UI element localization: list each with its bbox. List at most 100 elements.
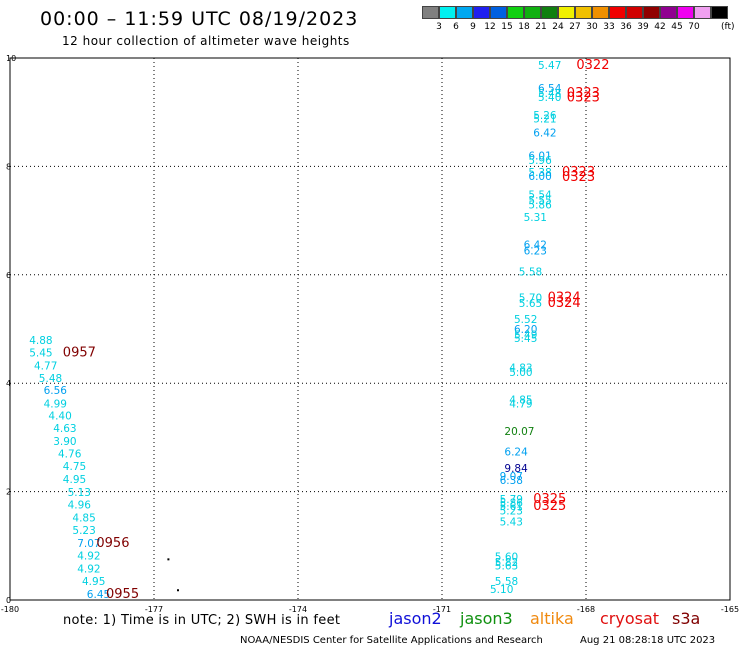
swh-value-label: 3.90	[53, 436, 76, 448]
scale-swatch	[422, 6, 439, 19]
swh-value-label: 5.61	[500, 501, 523, 513]
scale-label: 15	[501, 22, 513, 32]
time-label: 0956	[96, 536, 129, 551]
swh-value-label: 5.10	[490, 584, 513, 596]
swh-value-label: 5.70	[519, 293, 542, 305]
chart-title: 00:00 – 11:59 UTC 08/19/2023	[40, 8, 359, 30]
scale-swatch	[558, 6, 575, 19]
swh-value-label: 4.85	[72, 513, 95, 525]
scale-label: 18	[518, 22, 530, 32]
swh-value-label: 6.01	[528, 151, 551, 163]
scale-swatch	[524, 6, 541, 19]
time-label: 0323	[567, 91, 600, 106]
x-tick-label: -174	[289, 605, 307, 614]
scale-label: 3	[436, 22, 442, 32]
swh-value-label: 5.48	[39, 373, 62, 385]
swh-value-label: 5.45	[514, 333, 537, 345]
scale-label: 6	[453, 22, 459, 32]
swh-value-label: 6.38	[500, 475, 523, 487]
swh-value-label: 5.60	[495, 552, 518, 564]
swh-value-label: 5.63	[495, 560, 518, 572]
swh-value-label: 5.65	[519, 298, 542, 310]
scale-swatch	[507, 6, 524, 19]
swh-value-label: 5.79	[500, 494, 523, 506]
swh-value-label: 5.96	[528, 155, 552, 167]
swh-value-label: 5.00	[509, 367, 532, 379]
swh-value-label: 5.45	[29, 347, 52, 359]
scale-swatch	[660, 6, 677, 19]
swh-value-label: 4.85	[509, 394, 532, 406]
swh-value-label: 5.13	[68, 487, 91, 499]
scale-label: 39	[637, 22, 649, 32]
scale-swatch	[711, 6, 728, 19]
scale-swatch	[490, 6, 507, 19]
x-tick-label: -171	[433, 605, 451, 614]
y-tick-label: 10	[6, 54, 16, 63]
plot-frame	[9, 57, 731, 601]
satellite-jason3: jason3	[460, 609, 513, 628]
scale-label: 30	[586, 22, 598, 32]
time-label: 0323	[562, 170, 595, 185]
swh-value-label: 4.96	[68, 500, 92, 512]
swh-value-label: 4.63	[53, 423, 76, 435]
footnote: note: 1) Time is in UTC; 2) SWH is in fe…	[63, 613, 341, 628]
scale-unit: (ft)	[721, 22, 735, 32]
swh-value-label: 5.48	[538, 88, 561, 100]
swh-value-label: 5.21	[533, 114, 556, 126]
scale-swatch	[626, 6, 643, 19]
swh-value-label: 5.49	[514, 329, 537, 341]
swh-value-label: 5.52	[514, 314, 537, 326]
swh-value-label: 4.92	[77, 551, 100, 563]
swh-value-label: 4.99	[44, 398, 67, 410]
swh-value-label: 20.07	[504, 426, 534, 438]
scale-swatch	[677, 6, 694, 19]
track-dot	[177, 589, 179, 592]
swh-value-label: 5.23	[500, 506, 523, 518]
scale-swatch	[609, 6, 626, 19]
x-tick-label: -168	[577, 605, 595, 614]
swh-value-label: 4.79	[509, 398, 532, 410]
swh-value-label: 9.07	[500, 471, 523, 483]
swh-value-label: 6.42	[533, 127, 556, 139]
time-label: 0955	[106, 587, 139, 602]
y-tick-label: 6	[6, 271, 11, 280]
swh-value-label: 5.31	[524, 212, 547, 224]
credit-line: NOAA/NESDIS Center for Satellite Applica…	[240, 635, 543, 646]
swh-value-label: 4.75	[63, 461, 86, 473]
swh-value-label: 6.56	[44, 385, 68, 397]
swh-value-label: 7.07	[77, 538, 100, 550]
satellite-jason2: jason2	[389, 609, 442, 628]
swh-value-label: 5.58	[519, 267, 542, 279]
scale-swatch	[575, 6, 592, 19]
scale-swatch	[694, 6, 711, 19]
swh-value-label: 6.23	[524, 245, 547, 257]
time-label: 0325	[533, 499, 566, 514]
swh-value-label: 5.54	[528, 190, 552, 202]
y-tick-label: 2	[6, 488, 11, 497]
y-tick-label: 8	[6, 162, 11, 171]
swh-value-label: 5.43	[500, 516, 523, 528]
scale-label: 24	[552, 22, 564, 32]
swh-value-label: 4.83	[509, 362, 532, 374]
swh-value-label: 4.40	[48, 411, 71, 423]
scale-label: 21	[535, 22, 547, 32]
satellite-altika: altika	[530, 609, 574, 628]
time-label: 0323	[562, 165, 595, 180]
swh-value-label: 5.26	[533, 110, 557, 122]
swh-value-label: 5.55	[528, 195, 551, 207]
swh-value-label: 4.92	[77, 564, 100, 576]
scale-swatch	[541, 6, 558, 19]
time-label: 0957	[63, 345, 96, 360]
swh-value-label: 6.00	[528, 171, 551, 183]
swh-value-label: 5.58	[495, 576, 518, 588]
swh-value-label: 4.95	[82, 576, 105, 588]
swh-value-label: 5.47	[538, 60, 561, 72]
scale-swatch	[439, 6, 456, 19]
swh-value-label: 9.84	[504, 463, 528, 475]
swh-value-label: 6.24	[504, 446, 528, 458]
swh-value-label: 5.38	[528, 167, 551, 179]
swh-value-label: 5.23	[72, 525, 95, 537]
satellite-s3a: s3a	[672, 609, 701, 628]
